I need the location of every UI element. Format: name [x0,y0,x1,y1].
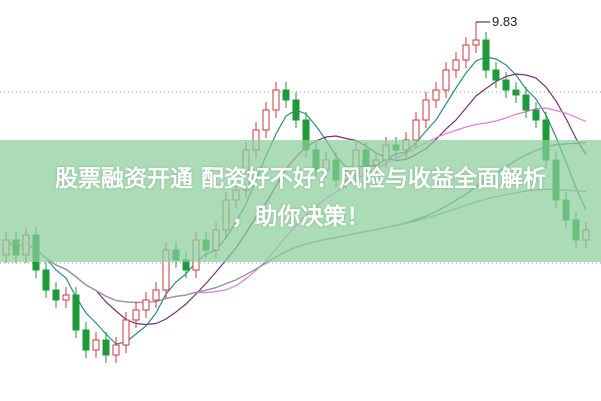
candle [472,22,480,53]
candle-body [112,344,120,356]
overlay-title-line2: ，助你决策！ [231,204,370,230]
candle-body [132,309,140,321]
candle-body [92,339,100,351]
candle-body [422,99,430,121]
candle [122,312,130,353]
candle-body [452,59,460,71]
candle [52,282,60,308]
candle-body [272,89,280,111]
candle-body [522,94,530,111]
overlay-title: 股票融资开通 配资好不好？风险与收益全面解析 ，助你决策！ [0,160,601,236]
candle [452,52,460,78]
candle [92,332,100,358]
candle-body [122,319,130,346]
candle [422,92,430,128]
candle [432,82,440,108]
candle-body [102,339,110,356]
candle-body [82,329,90,351]
candle [42,262,50,298]
candle-body [52,289,60,301]
candle [282,82,290,108]
candle-body [502,79,510,91]
candle [492,62,500,88]
candle-body [62,294,70,301]
candle [272,82,280,118]
candle-body [152,289,160,301]
candle [62,287,70,308]
candle-body [442,69,450,91]
candle-body [472,39,480,46]
candle-body [532,109,540,121]
candle [442,62,450,98]
candle-body [492,69,500,81]
candle-body [412,119,420,141]
candle-body [482,39,490,71]
candle [462,37,470,68]
peak-price-label: 9.83 [492,14,518,29]
candle [82,322,90,358]
candle [522,87,530,118]
candle [72,287,80,338]
candle [532,102,540,128]
candle [262,102,270,138]
candle-body [462,44,470,61]
overlay-banner [0,140,601,262]
candle-body [282,89,290,101]
candle-body [512,89,520,96]
overlay-title-line1: 股票融资开通 配资好不好？风险与收益全面解析 [54,166,546,192]
candle [132,302,140,328]
candle-body [262,109,270,131]
candle-body [42,269,50,291]
candle [152,282,160,308]
candle [292,92,300,128]
candle [512,82,520,103]
candle [112,337,120,363]
candle [502,72,510,98]
candle [102,332,110,363]
candle [142,292,150,318]
candle-body [292,99,300,121]
candle [482,32,490,78]
candle-body [72,294,80,331]
candle-body [432,89,440,101]
candle-body [142,299,150,311]
